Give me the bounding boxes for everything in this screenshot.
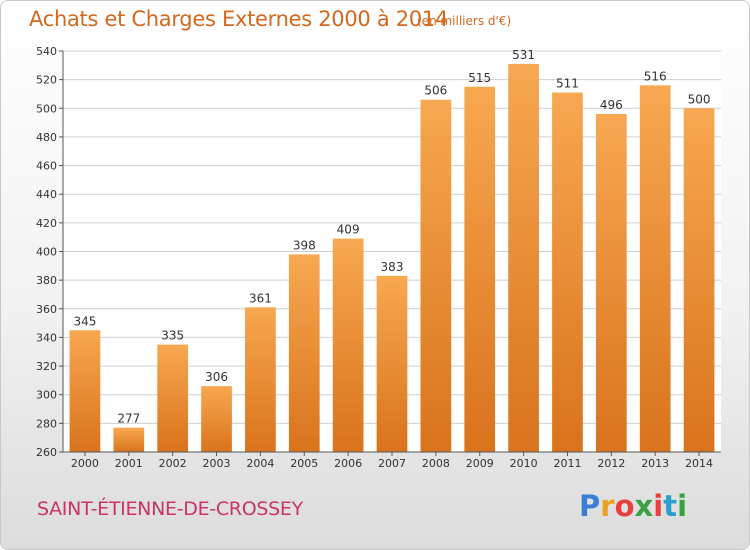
logo-letter: t — [663, 489, 678, 523]
bar-2013 — [639, 85, 671, 452]
y-tick-label: 460 — [36, 160, 57, 173]
bar-2000 — [69, 330, 101, 452]
y-tick-label: 360 — [36, 303, 57, 316]
bar-2014 — [683, 108, 715, 453]
bar-2012 — [595, 114, 627, 452]
y-tick-label: 280 — [36, 417, 57, 430]
y-tick-label: 260 — [36, 446, 57, 459]
bar-value-label: 345 — [73, 314, 96, 328]
x-tick-label: 2002 — [159, 457, 187, 470]
bar-2003 — [201, 386, 232, 452]
bar-value-label: 515 — [468, 71, 491, 85]
bar-value-label: 516 — [644, 69, 667, 83]
logo-letter: i — [653, 489, 664, 523]
y-tick-label: 440 — [36, 188, 57, 201]
bar-value-label: 335 — [161, 329, 184, 343]
bar-value-label: 531 — [512, 48, 535, 62]
bar-2001 — [113, 427, 145, 452]
bar-2006 — [332, 238, 364, 452]
y-tick-label: 380 — [36, 274, 57, 287]
x-tick-label: 2009 — [466, 457, 494, 470]
bar-value-label: 277 — [117, 412, 140, 426]
bar-value-label: 398 — [293, 238, 316, 252]
bar-2009 — [464, 86, 496, 452]
bar-2010 — [508, 63, 539, 453]
y-tick-label: 480 — [36, 131, 57, 144]
bar-value-label: 500 — [688, 92, 711, 106]
x-tick-label: 2008 — [422, 457, 450, 470]
logo-letter: x — [634, 489, 654, 523]
y-tick-label: 320 — [36, 360, 57, 373]
y-tick-label: 300 — [36, 389, 57, 402]
x-tick-label: 2000 — [71, 457, 99, 470]
logo-letter: r — [600, 489, 615, 523]
logo-letter: P — [579, 489, 601, 523]
chart-title: Achats et Charges Externes 2000 à 2014 — [29, 7, 449, 31]
chart-subtitle: (en milliers d'€) — [417, 14, 512, 28]
y-tick-label: 340 — [36, 331, 57, 344]
x-tick-label: 2004 — [246, 457, 274, 470]
x-tick-label: 2003 — [203, 457, 231, 470]
x-tick-label: 2012 — [597, 457, 625, 470]
x-tick-label: 2014 — [685, 457, 713, 470]
bar-2011 — [552, 92, 583, 453]
town-name: SAINT-ÉTIENNE-DE-CROSSEY — [37, 498, 303, 520]
bar-2008 — [420, 99, 452, 452]
bar-value-label: 506 — [424, 84, 447, 98]
proxiti-logo[interactable]: Proxiti — [579, 489, 687, 523]
y-tick-label: 400 — [36, 246, 57, 259]
bar-value-label: 361 — [249, 291, 272, 305]
y-tick-label: 540 — [36, 45, 57, 58]
x-tick-label: 2005 — [290, 457, 318, 470]
bar-value-label: 496 — [600, 98, 623, 112]
x-tick-label: 2001 — [115, 457, 143, 470]
x-tick-label: 2011 — [553, 457, 581, 470]
x-tick-label: 2010 — [510, 457, 538, 470]
bar-2004 — [245, 307, 276, 452]
y-tick-label: 420 — [36, 217, 57, 230]
bar-value-label: 383 — [381, 260, 404, 274]
bar-value-label: 409 — [337, 223, 360, 237]
bar-value-label: 511 — [556, 77, 579, 91]
y-tick-label: 500 — [36, 102, 57, 115]
x-tick-label: 2007 — [378, 457, 406, 470]
logo-letter: i — [677, 489, 688, 523]
x-tick-label: 2013 — [641, 457, 669, 470]
x-tick-label: 2006 — [334, 457, 362, 470]
logo-letter: o — [614, 489, 635, 523]
bar-2005 — [288, 254, 320, 452]
bar-value-label: 306 — [205, 370, 228, 384]
bar-2002 — [157, 344, 189, 452]
bars: 345 277 335 306 361 398 409 383 506 515 531 511 496 5… — [69, 48, 715, 453]
bar-2007 — [376, 275, 408, 452]
y-tick-label: 520 — [36, 74, 57, 87]
axes: 260 280 300 320 340 360 380 400 420 440 460 480 500 5… — [36, 45, 721, 470]
